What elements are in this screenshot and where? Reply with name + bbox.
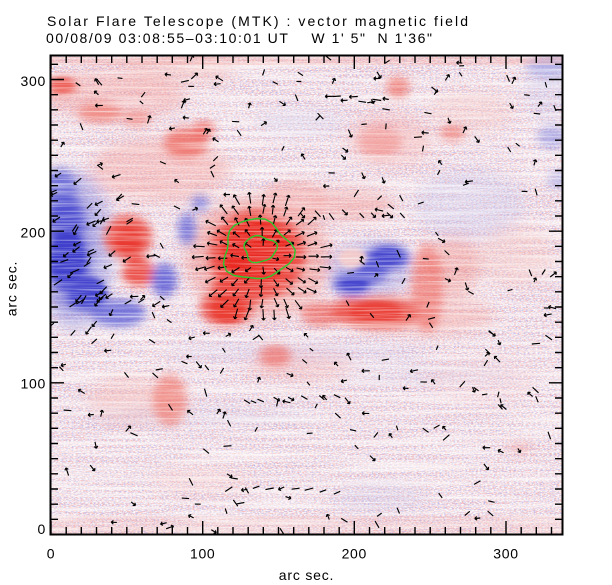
svg-text:300: 300: [493, 546, 518, 562]
svg-text:Solar Flare Telescope (MTK) :: Solar Flare Telescope (MTK) : vector mag…: [47, 13, 468, 29]
svg-text:0: 0: [47, 546, 56, 562]
svg-text:arc sec.: arc sec.: [4, 261, 20, 316]
svg-text:200: 200: [21, 225, 46, 241]
svg-text:0: 0: [38, 521, 47, 537]
svg-text:100: 100: [21, 376, 46, 392]
svg-text:arc sec.: arc sec.: [279, 567, 334, 583]
svg-text:200: 200: [342, 546, 367, 562]
svg-text:300: 300: [21, 73, 46, 89]
svg-text:00/08/09 03:08:55–03:10:01 UT: 00/08/09 03:08:55–03:10:01 UT W 1' 5" N …: [46, 30, 432, 46]
svg-text:100: 100: [190, 546, 215, 562]
